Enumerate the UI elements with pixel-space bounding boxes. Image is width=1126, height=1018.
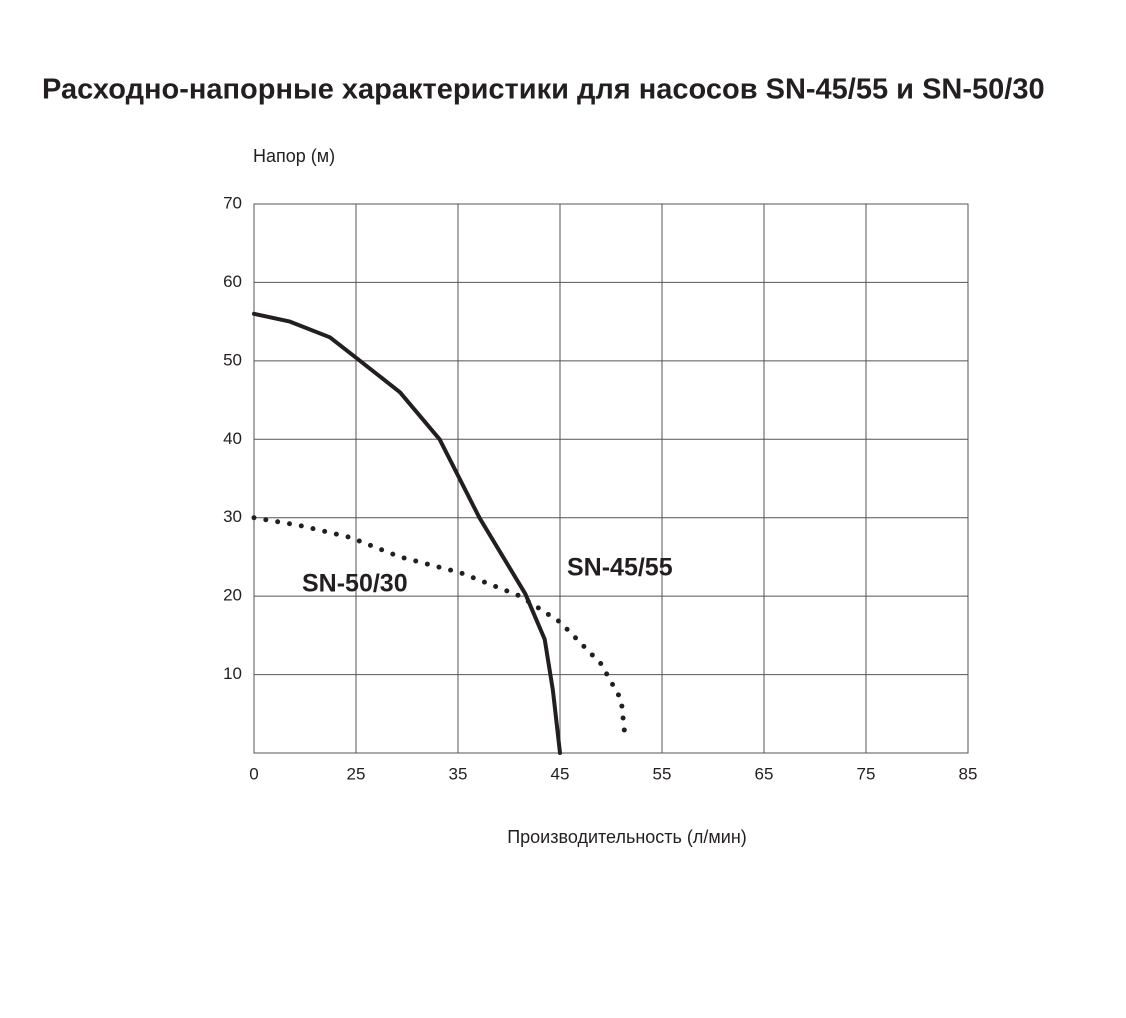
x-tick-label: 75: [857, 764, 876, 783]
plot-frame: [253, 203, 969, 754]
y-tick-label: 40: [223, 429, 242, 448]
x-tick-label: 45: [551, 764, 570, 783]
series-label: SN-50/30: [302, 570, 408, 598]
series-label: SN-45/55: [567, 554, 673, 582]
y-tick-label: 20: [223, 586, 242, 605]
y-tick-label: 50: [223, 350, 242, 369]
y-tick-label: 60: [223, 272, 242, 291]
y-tick-label: 10: [223, 664, 242, 683]
y-tick-label: 30: [223, 507, 242, 526]
series-line: [251, 515, 628, 743]
x-tick-label: 65: [755, 764, 774, 783]
series-line: [252, 311, 562, 755]
y-axis-label: Напор (м): [253, 146, 335, 166]
x-tick-label: 25: [347, 764, 366, 783]
chart-title: Расходно-напорные характеристики для нас…: [42, 74, 1045, 106]
x-tick-label: 55: [653, 764, 672, 783]
x-axis-label: Производительность (л/мин): [507, 827, 747, 847]
x-tick-label: 85: [959, 764, 978, 783]
y-tick-label: 70: [223, 193, 242, 212]
x-tick-label: 0: [249, 764, 258, 783]
x-tick-label: 35: [449, 764, 468, 783]
